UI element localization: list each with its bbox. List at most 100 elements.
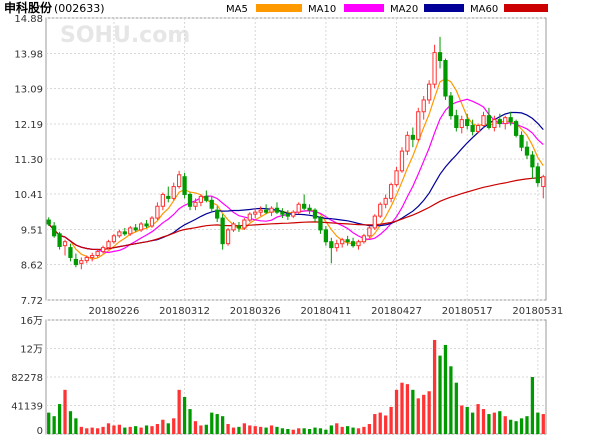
candle-body <box>318 217 323 231</box>
volume-bar <box>509 419 513 434</box>
candle-body <box>193 201 198 207</box>
volume-bar <box>351 427 355 434</box>
candle-body <box>329 241 334 249</box>
candle-body <box>427 83 432 101</box>
candle-body <box>383 197 388 205</box>
date-x-axis: 20180226 20180312 20180326 20180411 20180427… <box>88 306 563 317</box>
volume-bar <box>193 421 198 434</box>
price-tick-label: 13.98 <box>14 49 43 60</box>
volume-bar <box>340 426 344 434</box>
candle-body <box>410 134 415 140</box>
date-tick-label: 20180427 <box>371 306 422 317</box>
candle-body <box>405 134 410 152</box>
candle-body <box>231 223 236 231</box>
candle-body <box>62 241 68 247</box>
candle-body <box>209 199 214 209</box>
volume-bar <box>74 418 78 434</box>
candle-body <box>443 60 448 97</box>
ma60-line <box>48 176 544 251</box>
volume-bar <box>318 428 323 434</box>
volume-bar <box>215 414 219 434</box>
volume-bar <box>90 427 94 434</box>
price-tick-label: 13.09 <box>14 85 43 96</box>
candle-body <box>497 119 502 125</box>
legend: MA5 MA10 MA20 MA60 <box>226 4 548 15</box>
candle-body <box>90 254 95 258</box>
volume-bar <box>432 339 437 434</box>
volume-tick-label: 41139 <box>11 402 43 413</box>
price-tick-label: 14.88 <box>14 14 43 25</box>
candle-body <box>394 170 399 186</box>
candle-body <box>340 239 345 245</box>
volume-bar <box>416 398 420 434</box>
volume-bar <box>47 412 51 434</box>
candle-body <box>215 209 220 219</box>
volume-bar <box>514 421 518 434</box>
volume-bar <box>280 428 285 434</box>
volume-bar <box>166 423 170 434</box>
volume-bar <box>269 425 274 434</box>
volume-bar <box>525 416 529 434</box>
candle-body <box>399 150 405 172</box>
volume-tick-label: 0 <box>37 426 43 437</box>
volume-bar <box>161 419 165 434</box>
volume-bar <box>394 389 399 434</box>
volume-bar <box>182 396 187 434</box>
candle-body <box>269 207 274 213</box>
candle-body <box>111 235 117 243</box>
volume-bar <box>52 416 56 434</box>
volume-bar <box>155 424 160 434</box>
candle-body <box>356 241 361 247</box>
candle-body <box>166 195 171 199</box>
candle-body <box>122 231 127 235</box>
candle-body <box>68 247 73 258</box>
volume-bar <box>248 425 252 434</box>
volume-bar <box>85 428 89 434</box>
volume-bar <box>63 389 67 434</box>
candle-body <box>416 111 421 140</box>
volume-bar <box>68 411 73 434</box>
volume-bar <box>400 382 404 434</box>
volume-y-axis: 16万 12万 82278 41139 0 <box>11 316 43 437</box>
volume-bar <box>335 423 339 434</box>
volume-bar <box>313 427 317 434</box>
volume-bar <box>405 384 410 434</box>
candle-body <box>253 211 258 215</box>
candle-body <box>52 225 57 237</box>
date-tick-label: 20180411 <box>300 306 351 317</box>
candle-body <box>46 219 51 225</box>
legend-ma5-swatch <box>256 4 302 12</box>
volume-bar <box>411 389 415 434</box>
volume-bar <box>144 425 149 434</box>
candle-body <box>312 209 318 219</box>
volume-bar <box>389 406 393 434</box>
volume-bar <box>530 377 535 434</box>
candle-body <box>95 251 100 256</box>
volume-bar <box>519 418 524 434</box>
candle-body <box>334 243 339 249</box>
candle-body <box>171 186 176 199</box>
candle-body <box>302 203 307 209</box>
volume-bar <box>346 426 350 434</box>
volume-bar <box>476 404 480 434</box>
volume-bar <box>117 424 121 434</box>
candle-body <box>198 195 204 203</box>
candle-body <box>492 119 497 128</box>
volume-bar <box>503 416 507 434</box>
date-tick-label: 20180517 <box>442 306 493 317</box>
volume-bar <box>188 409 192 434</box>
volume-tick-label: 16万 <box>20 316 43 327</box>
candle-body <box>388 184 394 199</box>
candle-body <box>263 209 269 213</box>
candle-body <box>155 205 160 219</box>
candle-body <box>144 223 149 227</box>
candle-body <box>535 166 540 184</box>
stock-title: 申科股份 <box>4 0 53 15</box>
candle-body <box>106 241 111 249</box>
volume-bar <box>302 428 306 434</box>
volume-bar <box>134 426 138 434</box>
volume-bar <box>536 412 540 434</box>
volume-bar <box>356 428 361 434</box>
candle-body <box>220 217 225 245</box>
